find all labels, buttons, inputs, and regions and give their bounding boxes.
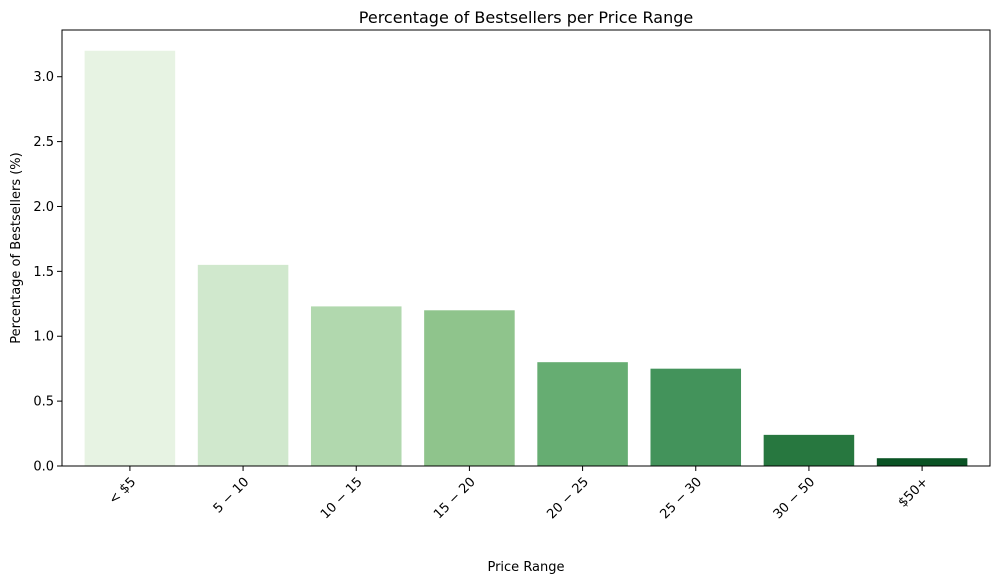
- bar: [424, 310, 515, 466]
- x-axis-label: Price Range: [487, 560, 564, 575]
- x-axis: < $5 5 − 10 10 − 15 15 − 20 20 − 25 25 − 30 30…: [106, 466, 931, 522]
- plot-frame: [61, 29, 991, 467]
- y-tick-label: 1.5: [33, 265, 54, 280]
- x-tick-label: 15 − 20: [431, 475, 479, 523]
- bar: [537, 362, 628, 466]
- x-tick-label: 10 − 15: [318, 475, 366, 523]
- x-tick-label: 30 − 50: [771, 475, 819, 523]
- chart-title: Percentage of Bestsellers per Price Rang…: [359, 8, 693, 27]
- y-axis-label: Percentage of Bestsellers (%): [9, 152, 24, 343]
- y-tick-label: 2.0: [33, 200, 54, 215]
- y-tick-label: 2.5: [33, 135, 54, 150]
- x-tick-label: 25 − 30: [658, 475, 706, 523]
- y-tick-label: 1.0: [33, 330, 54, 345]
- x-tick-label: < $5: [106, 475, 139, 508]
- bar: [763, 434, 855, 466]
- bar: [197, 264, 289, 466]
- x-tick-label: 20 − 25: [544, 475, 592, 523]
- bar: [650, 368, 742, 466]
- bar: [84, 50, 176, 466]
- x-tick-label: $50+: [896, 475, 932, 511]
- x-tick-label: 5 − 10: [211, 475, 253, 517]
- bar: [876, 458, 968, 466]
- y-tick-label: 0.5: [33, 395, 54, 410]
- plot-area: [84, 50, 968, 466]
- bar: [310, 306, 402, 466]
- y-axis: 0.0 0.5 1.0 1.5 2.0 2.5 3.0: [33, 70, 62, 475]
- y-tick-label: 3.0: [33, 70, 54, 85]
- y-tick-label: 0.0: [33, 460, 54, 475]
